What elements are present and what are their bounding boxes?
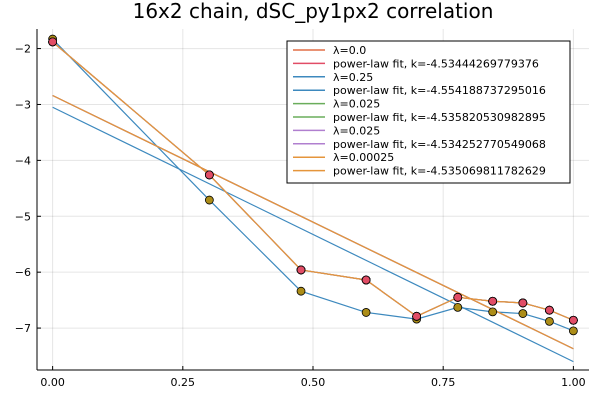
data-point-8: [296, 265, 306, 275]
data-point-8: [545, 305, 554, 315]
x-tick-label: 0.00: [40, 376, 65, 389]
data-point-8: [361, 275, 371, 285]
legend-entry: λ=0.025: [333, 98, 380, 111]
axes: 0.00 0.25 0.50 0.75 1.00 −7 −6 −5 −4 −3 −2: [15, 29, 589, 389]
data-point-8: [453, 292, 463, 302]
fit-line-3: [52, 106, 574, 363]
legend-box: [286, 40, 571, 184]
y-tick-label: −3: [15, 98, 31, 111]
data-point-8: [488, 296, 498, 306]
y-tick-label: −7: [15, 322, 31, 335]
legend-entry: power-law fit, k=-4.554188737295016: [333, 84, 546, 97]
x-tick-label: 0.50: [301, 376, 326, 389]
legend-entry: λ=0.0: [333, 44, 366, 57]
data-point-2: [545, 316, 554, 326]
data-point-8: [412, 311, 422, 321]
data-point-2: [518, 309, 528, 318]
legend-entry: power-law fit, k=-4.535820530982895: [333, 111, 546, 124]
x-tick-label: 0.25: [171, 376, 196, 389]
data-point-8: [518, 298, 528, 308]
legend-entry: power-law fit, k=-4.534252770549068: [333, 138, 546, 151]
data-point-8: [204, 170, 214, 180]
x-tick-label: 1.00: [561, 376, 586, 389]
data-point-8: [568, 315, 578, 325]
data-point-2: [488, 307, 498, 317]
data-point-2: [296, 286, 306, 296]
data-point-2: [361, 308, 371, 317]
y-tick-label: −6: [15, 266, 31, 279]
legend-entry: power-law fit, k=-4.535069811782629: [333, 165, 546, 178]
data-point-2: [568, 326, 578, 336]
legend-entry: power-law fit, k=-4.53444269779376: [333, 57, 539, 70]
y-tick-label: −2: [15, 43, 31, 56]
data-point-8: [48, 37, 58, 47]
series-line-2: [52, 38, 574, 332]
y-tick-label: −4: [15, 154, 31, 167]
chart-title: 16x2 chain, dSC_py1px2 correlation: [133, 0, 494, 23]
legend-entry: λ=0.025: [333, 124, 380, 137]
series-layer: [48, 34, 578, 363]
fit-line-9: [52, 94, 574, 350]
y-tick-label: −5: [15, 210, 31, 223]
data-point-2: [204, 195, 214, 205]
data-point-2: [453, 302, 463, 312]
series-line-8: [52, 41, 574, 321]
legend-entry: λ=0.25: [333, 71, 373, 84]
x-tick-label: 0.75: [431, 376, 456, 389]
legend-entry: λ=0.00025: [333, 151, 394, 164]
